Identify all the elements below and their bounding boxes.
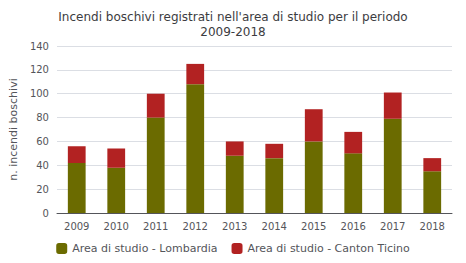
svg-text:n. incendi boschivi: n. incendi boschivi bbox=[7, 78, 20, 180]
svg-text:60: 60 bbox=[36, 136, 49, 147]
svg-text:2015: 2015 bbox=[301, 221, 326, 232]
svg-text:2010: 2010 bbox=[104, 221, 129, 232]
svg-text:80: 80 bbox=[36, 112, 49, 123]
svg-text:2013: 2013 bbox=[222, 221, 247, 232]
svg-text:2011: 2011 bbox=[143, 221, 168, 232]
svg-text:Area di studio - Canton Ticino: Area di studio - Canton Ticino bbox=[248, 242, 411, 255]
svg-text:0: 0 bbox=[43, 208, 49, 219]
svg-text:2012: 2012 bbox=[183, 221, 208, 232]
svg-text:2009: 2009 bbox=[64, 221, 89, 232]
svg-text:100: 100 bbox=[30, 88, 49, 99]
svg-text:Area di studio - Lombardia: Area di studio - Lombardia bbox=[72, 242, 217, 255]
svg-text:Incendi boschivi registrati ne: Incendi boschivi registrati nell'area di… bbox=[58, 10, 407, 24]
svg-text:2016: 2016 bbox=[341, 221, 366, 232]
svg-text:140: 140 bbox=[30, 41, 49, 52]
svg-text:2014: 2014 bbox=[262, 221, 287, 232]
svg-text:2018: 2018 bbox=[420, 221, 445, 232]
svg-text:40: 40 bbox=[36, 160, 49, 171]
svg-text:2009-2018: 2009-2018 bbox=[200, 25, 265, 39]
svg-text:120: 120 bbox=[30, 64, 49, 75]
svg-text:20: 20 bbox=[36, 184, 49, 195]
svg-text:2017: 2017 bbox=[380, 221, 405, 232]
